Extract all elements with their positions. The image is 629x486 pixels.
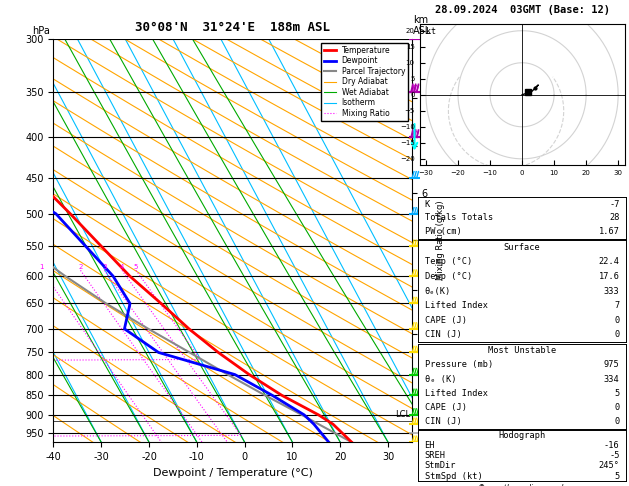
Text: CIN (J): CIN (J) <box>425 417 461 426</box>
Text: Pressure (mb): Pressure (mb) <box>425 360 493 369</box>
Text: 5: 5 <box>615 389 620 398</box>
Text: CAPE (J): CAPE (J) <box>425 403 467 412</box>
Text: 4: 4 <box>120 264 124 270</box>
Text: EH: EH <box>425 441 435 450</box>
Text: 334: 334 <box>604 375 620 383</box>
Text: 1: 1 <box>40 264 44 270</box>
Text: km
ASL: km ASL <box>413 15 431 36</box>
Text: 2: 2 <box>79 264 83 270</box>
Text: 22.4: 22.4 <box>599 258 620 266</box>
Text: 28: 28 <box>609 213 620 223</box>
Text: Most Unstable: Most Unstable <box>488 346 556 355</box>
Text: StmSpd (kt): StmSpd (kt) <box>425 471 482 481</box>
Text: -7: -7 <box>609 200 620 208</box>
Text: 0: 0 <box>615 330 620 339</box>
Text: hPa: hPa <box>33 26 50 36</box>
Text: Surface: Surface <box>504 243 540 252</box>
Text: K: K <box>425 200 430 208</box>
Text: 0: 0 <box>615 403 620 412</box>
Text: -16: -16 <box>604 441 620 450</box>
Text: 333: 333 <box>604 287 620 295</box>
Text: 245°: 245° <box>599 461 620 470</box>
Text: kt: kt <box>426 27 436 36</box>
Text: Hodograph: Hodograph <box>498 431 546 440</box>
Text: Mixing Ratio (g/kg): Mixing Ratio (g/kg) <box>436 201 445 280</box>
Text: StmDir: StmDir <box>425 461 456 470</box>
Text: -5: -5 <box>609 451 620 460</box>
Text: CIN (J): CIN (J) <box>425 330 461 339</box>
Text: Lifted Index: Lifted Index <box>425 301 487 310</box>
Text: θₑ(K): θₑ(K) <box>425 287 451 295</box>
Text: 0: 0 <box>615 417 620 426</box>
Text: 28.09.2024  03GMT (Base: 12): 28.09.2024 03GMT (Base: 12) <box>435 5 610 15</box>
Text: θₑ (K): θₑ (K) <box>425 375 456 383</box>
Text: Temp (°C): Temp (°C) <box>425 258 472 266</box>
Text: Totals Totals: Totals Totals <box>425 213 493 223</box>
Text: 5: 5 <box>134 264 138 270</box>
Text: SREH: SREH <box>425 451 445 460</box>
Text: 1.67: 1.67 <box>599 227 620 236</box>
Text: 5: 5 <box>615 471 620 481</box>
Text: © weatheronline.co.uk: © weatheronline.co.uk <box>478 484 566 486</box>
Text: 17.6: 17.6 <box>599 272 620 281</box>
Text: 975: 975 <box>604 360 620 369</box>
Text: PW (cm): PW (cm) <box>425 227 461 236</box>
Text: LCL: LCL <box>396 410 411 419</box>
Text: Lifted Index: Lifted Index <box>425 389 487 398</box>
Legend: Temperature, Dewpoint, Parcel Trajectory, Dry Adiabat, Wet Adiabat, Isotherm, Mi: Temperature, Dewpoint, Parcel Trajectory… <box>321 43 408 121</box>
Text: Dewp (°C): Dewp (°C) <box>425 272 472 281</box>
Text: 0: 0 <box>615 316 620 325</box>
Text: 3: 3 <box>102 264 107 270</box>
X-axis label: Dewpoint / Temperature (°C): Dewpoint / Temperature (°C) <box>153 468 313 478</box>
Text: 7: 7 <box>615 301 620 310</box>
Text: 30°08'N  31°24'E  188m ASL: 30°08'N 31°24'E 188m ASL <box>135 21 330 34</box>
Text: CAPE (J): CAPE (J) <box>425 316 467 325</box>
